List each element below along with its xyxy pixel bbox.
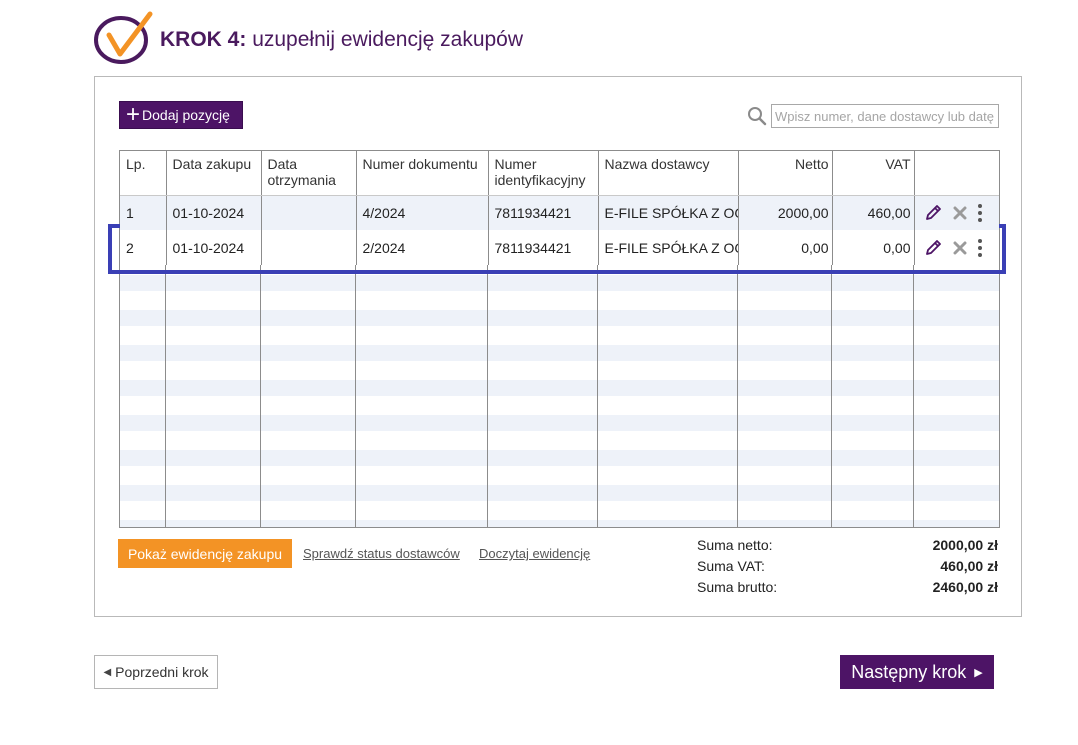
column-header-data-zakupu[interactable]: Data zakupu [166,151,262,196]
column-header-data-otrzymania[interactable]: Data otrzymania [261,151,357,196]
add-position-button[interactable]: + Dodaj pozycję [119,101,243,129]
column-header-nazwa-dostawcy[interactable]: Nazwa dostawcy [598,151,739,196]
column-header-lp[interactable]: Lp. [120,151,167,196]
pencil-icon[interactable] [923,238,943,258]
cell-numer-dokumentu: 4/2024 [356,195,489,230]
cell-actions [914,195,999,230]
sum-brutto-label: Suma brutto: [697,579,778,595]
cell-vat: 0,00 [832,230,915,265]
cell-data-otrzymania [261,195,357,230]
column-header-numer-dokumentu[interactable]: Numer dokumentu [356,151,489,196]
triangle-left-icon: ◀ [103,666,112,678]
page-title: KROK 4: uzupełnij ewidencję zakupów [160,28,523,52]
reload-register-link[interactable]: Doczytaj ewidencję [479,546,591,561]
cell-nazwa-dostawcy: E-FILE SPÓŁKA Z OGRANICZONĄ [598,195,739,230]
logo-icon [94,11,153,64]
purchase-table: Lp. Data zakupu Data otrzymania Numer do… [119,150,1000,528]
cell-lp: 1 [120,195,167,230]
column-header-actions [914,151,999,196]
cell-netto: 2000,00 [738,195,833,230]
step-label: KROK 4: [160,28,247,51]
cell-actions [914,230,999,265]
table-row[interactable]: 1 01-10-2024 4/2024 7811934421 E-FILE SP… [120,195,999,230]
column-header-vat[interactable]: VAT [832,151,915,196]
table-row[interactable]: 2 01-10-2024 2/2024 7811934421 E-FILE SP… [120,230,999,265]
previous-step-label: Poprzedni krok [115,664,209,680]
x-icon[interactable] [953,206,967,220]
next-step-label: Następny krok [851,661,967,682]
column-header-netto[interactable]: Netto [738,151,833,196]
sum-brutto-value: 2460,00 zł [932,579,998,595]
cell-numer-identyfikacyjny: 7811934421 [488,195,599,230]
next-step-button[interactable]: Następny krok ▶ [840,655,994,689]
sum-netto-label: Suma netto: [697,537,773,553]
cell-vat: 460,00 [832,195,915,230]
kebab-menu-icon[interactable] [977,203,983,223]
previous-step-button[interactable]: ◀ Poprzedni krok [94,655,218,689]
search-icon [748,107,767,126]
cell-lp: 2 [120,230,167,265]
sum-netto-value: 2000,00 zł [932,537,998,553]
show-register-button[interactable]: Pokaż ewidencję zakupu [118,539,292,568]
table-header-row: Lp. Data zakupu Data otrzymania Numer do… [120,151,999,196]
add-position-label: Dodaj pozycję [142,107,230,123]
step-description: uzupełnij ewidencję zakupów [252,28,524,51]
triangle-right-icon: ▶ [974,666,983,679]
cell-nazwa-dostawcy: E-FILE SPÓŁKA Z OGRANICZONĄ [598,230,739,265]
purchase-register-panel: + Dodaj pozycję Lp. Data zakupu Data otr… [94,76,1022,617]
cell-numer-dokumentu: 2/2024 [356,230,489,265]
pencil-icon[interactable] [923,203,943,223]
cell-data-otrzymania [261,230,357,265]
search-input[interactable] [771,104,999,128]
plus-icon: + [126,101,141,128]
cell-netto: 0,00 [738,230,833,265]
check-suppliers-link[interactable]: Sprawdź status dostawców [303,546,460,561]
x-icon[interactable] [953,241,967,255]
kebab-menu-icon[interactable] [977,238,983,258]
column-header-numer-identyfikacyjny[interactable]: Numer identyfikacyjny [488,151,599,196]
cell-data-zakupu: 01-10-2024 [166,195,262,230]
cell-data-zakupu: 01-10-2024 [166,230,262,265]
cell-numer-identyfikacyjny: 7811934421 [488,230,599,265]
sum-vat-value: 460,00 zł [940,558,998,574]
sum-vat-label: Suma VAT: [697,558,765,574]
